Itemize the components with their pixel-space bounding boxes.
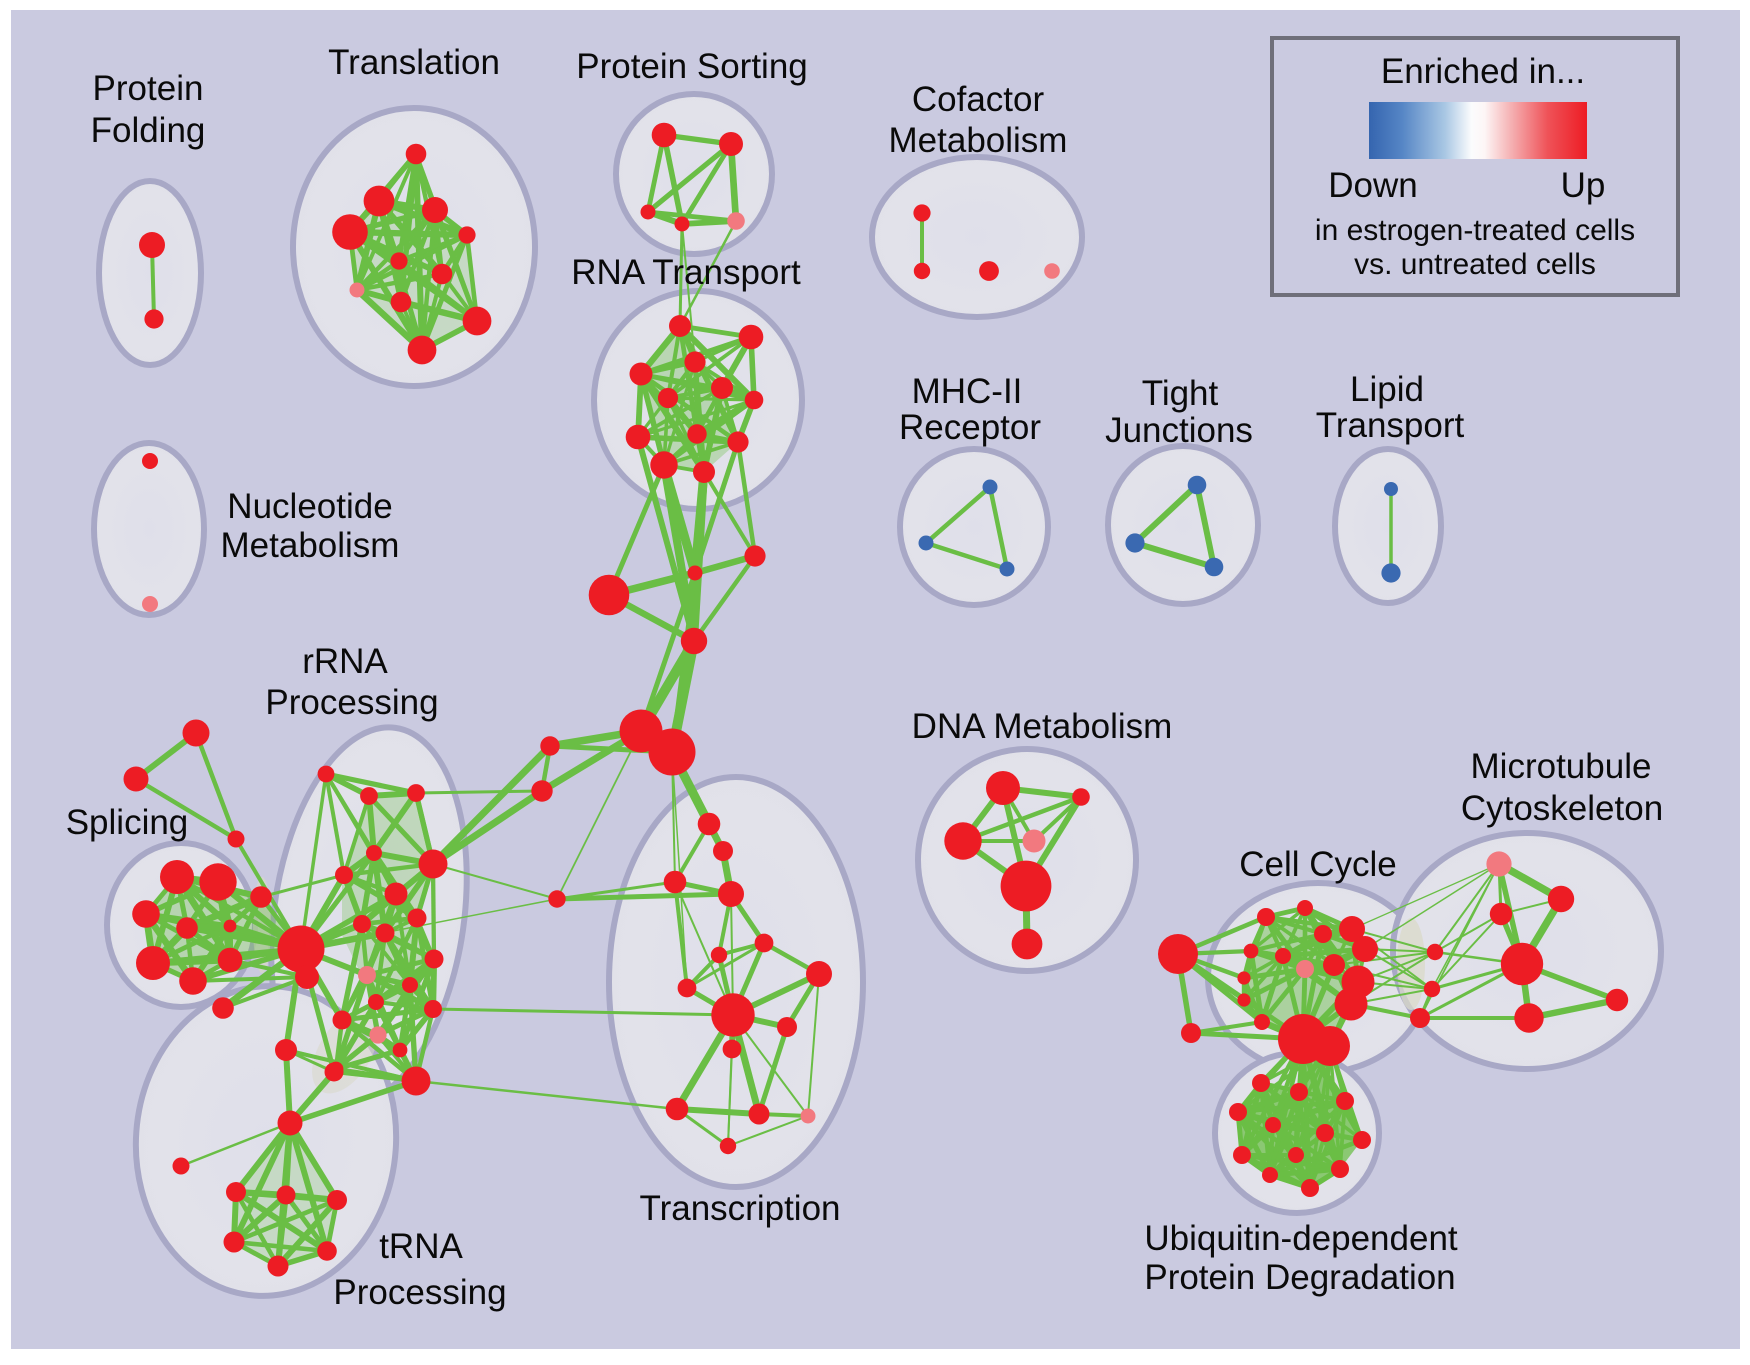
svg-text:Cell Cycle: Cell Cycle [1239, 845, 1397, 884]
svg-text:Protein Degradation: Protein Degradation [1144, 1258, 1455, 1297]
svg-text:MHC-II: MHC-II [912, 372, 1023, 411]
svg-text:Folding: Folding [91, 111, 206, 150]
svg-text:Down: Down [1328, 166, 1417, 205]
svg-text:Microtubule: Microtubule [1471, 747, 1652, 786]
svg-text:Nucleotide: Nucleotide [227, 487, 392, 526]
svg-text:Receptor: Receptor [899, 408, 1041, 447]
svg-text:Translation: Translation [328, 43, 500, 82]
svg-text:vs. untreated cells: vs. untreated cells [1354, 248, 1596, 281]
svg-text:Transport: Transport [1316, 406, 1465, 445]
svg-text:Lipid: Lipid [1350, 370, 1424, 409]
svg-text:Tight: Tight [1142, 374, 1219, 413]
svg-text:Protein Sorting: Protein Sorting [576, 47, 808, 86]
svg-text:DNA Metabolism: DNA Metabolism [912, 707, 1173, 746]
svg-text:Protein: Protein [93, 69, 204, 108]
svg-text:Junctions: Junctions [1105, 411, 1253, 450]
svg-text:Splicing: Splicing [66, 803, 189, 842]
svg-text:Processing: Processing [333, 1273, 506, 1312]
svg-text:Cofactor: Cofactor [912, 80, 1045, 119]
svg-text:Transcription: Transcription [640, 1189, 841, 1228]
svg-text:Enriched in...: Enriched in... [1381, 52, 1585, 91]
svg-text:Ubiquitin-dependent: Ubiquitin-dependent [1144, 1219, 1458, 1258]
svg-text:Metabolism: Metabolism [889, 121, 1068, 160]
svg-text:Metabolism: Metabolism [221, 526, 400, 565]
svg-text:Processing: Processing [265, 683, 438, 722]
svg-text:in estrogen-treated cells: in estrogen-treated cells [1315, 214, 1635, 247]
svg-text:tRNA: tRNA [379, 1227, 463, 1266]
svg-text:Cytoskeleton: Cytoskeleton [1461, 789, 1663, 828]
svg-text:rRNA: rRNA [302, 642, 388, 681]
svg-text:RNA Transport: RNA Transport [571, 253, 801, 292]
svg-text:Up: Up [1561, 166, 1606, 205]
